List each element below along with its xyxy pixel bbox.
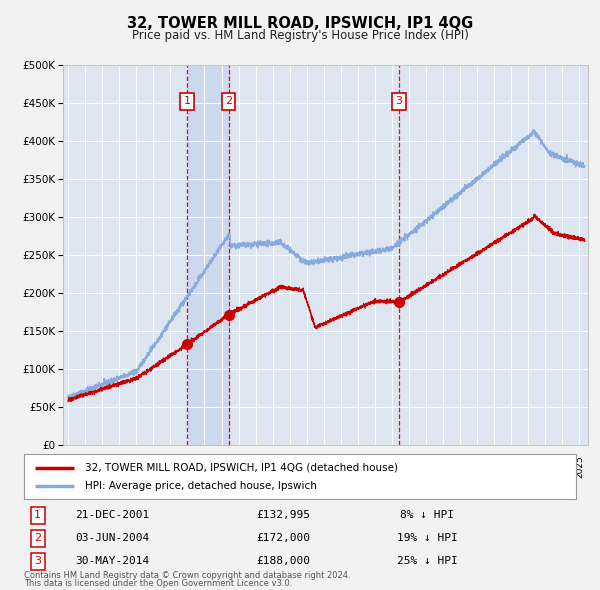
Text: 21-DEC-2001: 21-DEC-2001 bbox=[75, 510, 149, 520]
Text: 3: 3 bbox=[34, 556, 41, 566]
Text: £188,000: £188,000 bbox=[256, 556, 310, 566]
Text: 1: 1 bbox=[34, 510, 41, 520]
Text: 2: 2 bbox=[34, 533, 41, 543]
Text: 1: 1 bbox=[184, 96, 190, 106]
Text: 32, TOWER MILL ROAD, IPSWICH, IP1 4QG (detached house): 32, TOWER MILL ROAD, IPSWICH, IP1 4QG (d… bbox=[85, 463, 398, 473]
Text: 25% ↓ HPI: 25% ↓ HPI bbox=[397, 556, 457, 566]
Text: 30-MAY-2014: 30-MAY-2014 bbox=[75, 556, 149, 566]
Text: 2: 2 bbox=[225, 96, 232, 106]
Bar bbox=[187, 65, 229, 445]
Text: 8% ↓ HPI: 8% ↓ HPI bbox=[400, 510, 454, 520]
Text: HPI: Average price, detached house, Ipswich: HPI: Average price, detached house, Ipsw… bbox=[85, 481, 317, 491]
Text: 32, TOWER MILL ROAD, IPSWICH, IP1 4QG: 32, TOWER MILL ROAD, IPSWICH, IP1 4QG bbox=[127, 16, 473, 31]
Text: 3: 3 bbox=[395, 96, 403, 106]
Text: Contains HM Land Registry data © Crown copyright and database right 2024.: Contains HM Land Registry data © Crown c… bbox=[24, 571, 350, 580]
Text: 19% ↓ HPI: 19% ↓ HPI bbox=[397, 533, 457, 543]
Text: 03-JUN-2004: 03-JUN-2004 bbox=[75, 533, 149, 543]
Text: Price paid vs. HM Land Registry's House Price Index (HPI): Price paid vs. HM Land Registry's House … bbox=[131, 29, 469, 42]
Text: £172,000: £172,000 bbox=[256, 533, 310, 543]
Text: £132,995: £132,995 bbox=[256, 510, 310, 520]
Text: This data is licensed under the Open Government Licence v3.0.: This data is licensed under the Open Gov… bbox=[24, 579, 292, 588]
